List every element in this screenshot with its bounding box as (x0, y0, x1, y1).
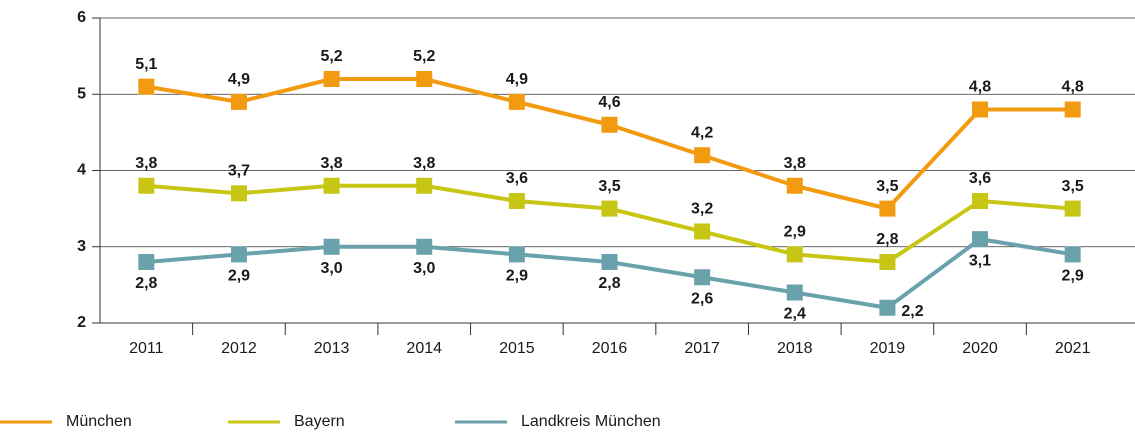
y-tick-label: 5 (77, 85, 86, 102)
series-line (146, 237, 1074, 310)
data-label: 2,9 (228, 268, 250, 285)
point (323, 177, 340, 194)
point (230, 93, 247, 110)
data-label: 4,9 (506, 71, 528, 88)
data-label: 4,6 (598, 94, 620, 111)
point (601, 200, 618, 217)
point (879, 254, 896, 270)
data-label: 3,8 (320, 155, 342, 172)
data-label: 3,8 (784, 155, 806, 172)
point (1064, 246, 1081, 263)
x-tick-label: 2014 (406, 340, 442, 357)
data-label: 3,0 (320, 260, 342, 277)
legend-label: München (66, 413, 132, 430)
point (138, 254, 155, 270)
data-label: 5,2 (413, 48, 435, 65)
data-label: 3,5 (876, 178, 898, 195)
data-label: 3,0 (413, 260, 435, 277)
x-tick-label: 2019 (870, 340, 906, 357)
legend-label: Bayern (294, 413, 345, 430)
data-label: 2,4 (784, 306, 806, 323)
data-label: 2,8 (135, 275, 157, 292)
x-tick-label: 2013 (314, 340, 350, 357)
data-label: 5,2 (320, 48, 342, 65)
legend-label: Landkreis München (521, 413, 661, 430)
data-label: 2,6 (691, 290, 713, 307)
point (1064, 200, 1081, 217)
data-label: 3,5 (598, 178, 620, 195)
point (694, 223, 711, 240)
data-label: 2,9 (506, 268, 528, 285)
data-label: 2,9 (784, 224, 806, 241)
x-tick-label: 2021 (1055, 340, 1091, 357)
point (508, 193, 525, 209)
point (416, 177, 433, 194)
point (230, 246, 247, 263)
x-tick-label: 2020 (962, 340, 998, 357)
data-label: 3,8 (135, 155, 157, 172)
point (786, 177, 803, 194)
point (323, 71, 340, 87)
data-label: 4,8 (1062, 79, 1084, 96)
point (1064, 101, 1081, 118)
data-label: 2,8 (598, 275, 620, 292)
data-label: 3,5 (1062, 178, 1084, 195)
data-label: 3,2 (691, 201, 713, 218)
point (138, 177, 155, 194)
data-label: 2,8 (876, 231, 898, 248)
data-label: 4,8 (969, 79, 991, 96)
point (508, 93, 525, 110)
data-label: 3,7 (228, 163, 250, 180)
point (601, 254, 618, 270)
x-tick-label: 2016 (592, 340, 628, 357)
y-tick-label: 4 (77, 162, 86, 179)
point (416, 71, 433, 87)
point (972, 101, 989, 118)
data-label: 4,9 (228, 71, 250, 88)
x-tick-label: 2011 (129, 340, 164, 357)
x-tick-label: 2018 (777, 340, 813, 357)
data-label: 3,6 (969, 170, 991, 187)
y-tick-label: 3 (77, 238, 86, 255)
point (508, 246, 525, 263)
data-label: 2,9 (1062, 268, 1084, 285)
point (323, 238, 340, 255)
point (786, 246, 803, 263)
point (694, 269, 711, 286)
x-tick-label: 2015 (499, 340, 535, 357)
data-label: 2,2 (901, 303, 923, 320)
y-tick-label: 2 (77, 314, 86, 331)
data-label: 3,8 (413, 155, 435, 172)
point (879, 299, 896, 316)
point (786, 284, 803, 301)
x-tick-label: 2012 (221, 340, 257, 357)
point (138, 78, 155, 95)
point (972, 193, 989, 209)
point (879, 200, 896, 217)
point (230, 185, 247, 202)
point (694, 147, 711, 164)
data-label: 4,2 (691, 124, 713, 141)
data-label: 3,6 (506, 170, 528, 187)
y-tick-label: 6 (77, 9, 86, 26)
point (601, 116, 618, 133)
x-tick-label: 2017 (684, 340, 720, 357)
point (416, 238, 433, 255)
data-label: 5,1 (135, 56, 157, 73)
point (972, 231, 989, 248)
data-label: 3,1 (969, 252, 991, 269)
